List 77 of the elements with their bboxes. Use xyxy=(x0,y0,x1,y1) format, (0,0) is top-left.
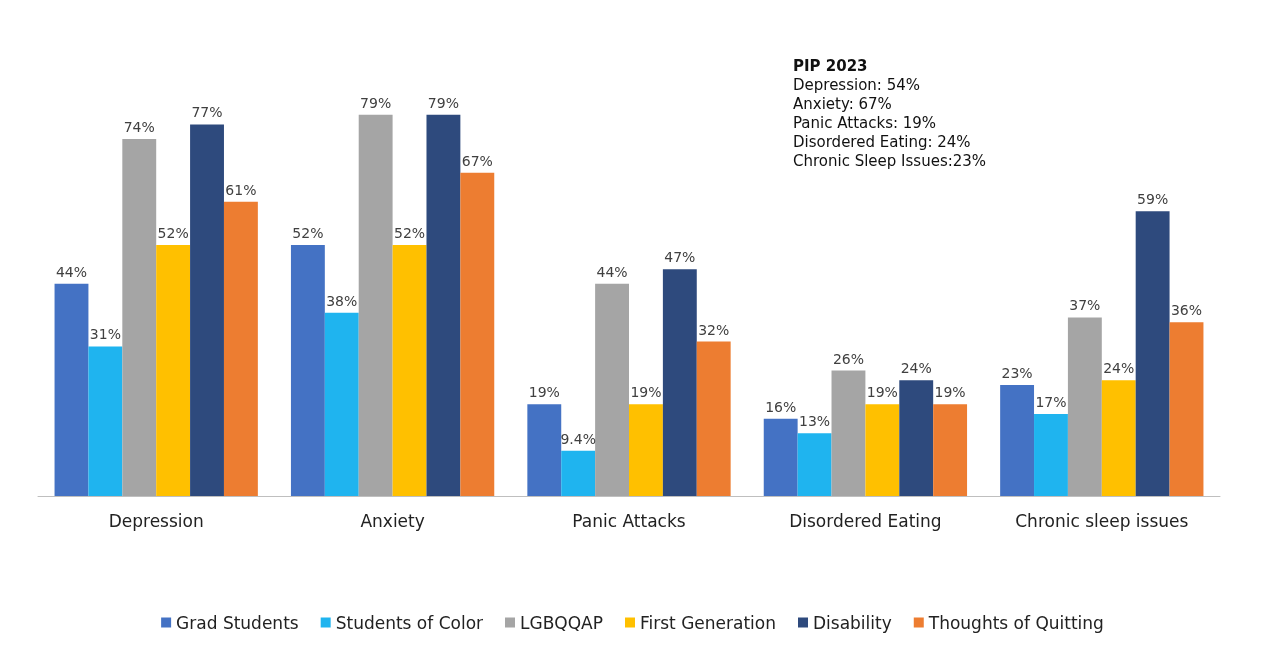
bar xyxy=(629,404,663,496)
bar xyxy=(426,114,461,496)
bar xyxy=(122,138,157,496)
annotation: Disordered Eating: 24% xyxy=(793,132,971,151)
data-label: 38% xyxy=(326,292,358,309)
bar xyxy=(1067,317,1102,496)
data-label: 77% xyxy=(191,104,223,121)
x-tick-label: Anxiety xyxy=(360,510,425,531)
legend-label: First Generation xyxy=(639,612,777,633)
text: PIP 2023 xyxy=(793,56,868,75)
data-label: 19% xyxy=(934,384,966,401)
data-label: 44% xyxy=(596,263,628,280)
data-label: 52% xyxy=(292,225,324,242)
x-tick-label: Depression xyxy=(108,510,204,531)
data-label: 26% xyxy=(832,350,865,367)
x-tick-label: Disordered Eating xyxy=(789,510,942,531)
annotation: Panic Attacks: 19% xyxy=(793,113,937,132)
data-label: 74% xyxy=(123,118,155,135)
data-label: 61% xyxy=(225,181,257,198)
bar xyxy=(290,245,325,496)
bar xyxy=(527,404,562,496)
legend-label: LGBQQAP xyxy=(520,612,603,633)
bar xyxy=(88,346,123,496)
data-label: 79% xyxy=(427,94,459,111)
data-label: 19% xyxy=(866,384,898,401)
legend-label: Thoughts of Quitting xyxy=(927,612,1104,633)
bar xyxy=(460,172,495,496)
bar xyxy=(865,404,900,496)
data-label: 24% xyxy=(900,360,932,377)
x-tick-label: Chronic sleep issues xyxy=(1015,510,1189,531)
bar xyxy=(595,283,629,496)
bar xyxy=(358,114,393,496)
legend-label: Disability xyxy=(812,612,892,633)
legend-label: Grad Students xyxy=(176,612,299,633)
data-label: 16% xyxy=(765,398,797,415)
text: Depression: 54% xyxy=(793,75,921,94)
text: Anxiety: 67% xyxy=(793,94,892,113)
bar xyxy=(190,124,224,496)
data-label: 23% xyxy=(1001,365,1033,382)
data-label: 79% xyxy=(360,94,392,111)
bar xyxy=(831,370,866,496)
bar xyxy=(1169,322,1204,496)
bar xyxy=(1000,385,1035,496)
annotation: Chronic Sleep Issues:23% xyxy=(793,151,987,170)
bar xyxy=(324,312,359,496)
bar xyxy=(1101,380,1136,496)
data-label: 19% xyxy=(630,384,662,401)
data-label: 67% xyxy=(461,152,493,169)
data-label: 19% xyxy=(528,384,560,401)
bar xyxy=(662,269,697,496)
data-label: 13% xyxy=(799,413,831,430)
data-label: 24% xyxy=(1103,360,1135,377)
bar xyxy=(561,450,596,496)
bar xyxy=(899,380,934,496)
legend-label: Students of Color xyxy=(335,612,484,633)
bar xyxy=(933,404,968,496)
bar xyxy=(1034,413,1068,496)
data-label: 52% xyxy=(393,225,426,242)
data-label: 17% xyxy=(1035,393,1067,410)
bar xyxy=(763,418,798,496)
bar xyxy=(156,245,191,496)
bar xyxy=(223,201,258,496)
data-label: 37% xyxy=(1069,297,1101,314)
data-label: 59% xyxy=(1137,191,1169,208)
bar xyxy=(54,283,89,496)
data-label: 44% xyxy=(55,263,88,280)
x-tick-label: Panic Attacks xyxy=(572,510,686,531)
bar xyxy=(1135,211,1170,496)
data-label: 36% xyxy=(1170,302,1203,319)
data-label: 9.4% xyxy=(560,430,596,447)
data-label: 52% xyxy=(157,225,189,242)
bar xyxy=(696,341,731,496)
data-label: 47% xyxy=(664,249,696,266)
data-label: 32% xyxy=(698,321,730,338)
bar xyxy=(392,245,427,496)
data-label: 31% xyxy=(89,326,121,343)
bar xyxy=(797,433,832,496)
